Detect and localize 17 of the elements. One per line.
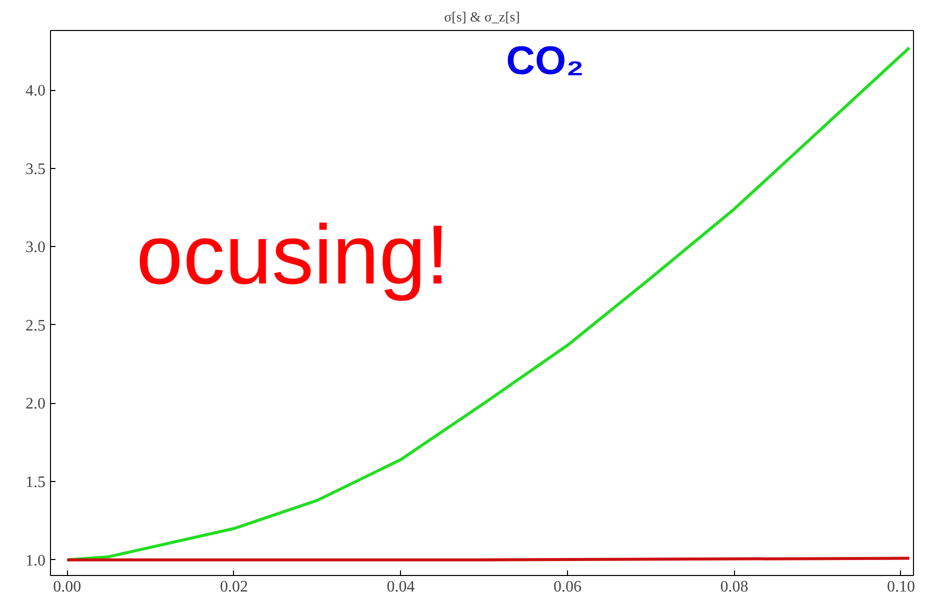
y-tick-label: 3.0 — [26, 239, 46, 256]
annotation: CO₂ — [506, 39, 584, 84]
y-tick-label: 1.0 — [26, 552, 46, 570]
x-tick-label: 0.08 — [720, 578, 748, 596]
y-tick-label: 2.5 — [26, 317, 46, 334]
annotation: ocusing! — [136, 208, 450, 302]
line-series — [66, 46, 911, 562]
y-tick-label: 3.5 — [26, 160, 46, 178]
x-tick-label: 0.04 — [386, 578, 415, 596]
x-tick-label: 0.00 — [53, 578, 82, 596]
y-tick-label: 1.5 — [26, 474, 46, 492]
chart-title: σ[s] & σ_z[s] — [444, 10, 520, 26]
x-tick-label: 0.02 — [220, 578, 248, 596]
y-tick-label: 2.0 — [26, 396, 46, 413]
y-tick-label: 4.0 — [26, 82, 46, 100]
x-tick-label: 0.06 — [553, 578, 582, 596]
x-tick-label: 0.10 — [886, 578, 915, 596]
